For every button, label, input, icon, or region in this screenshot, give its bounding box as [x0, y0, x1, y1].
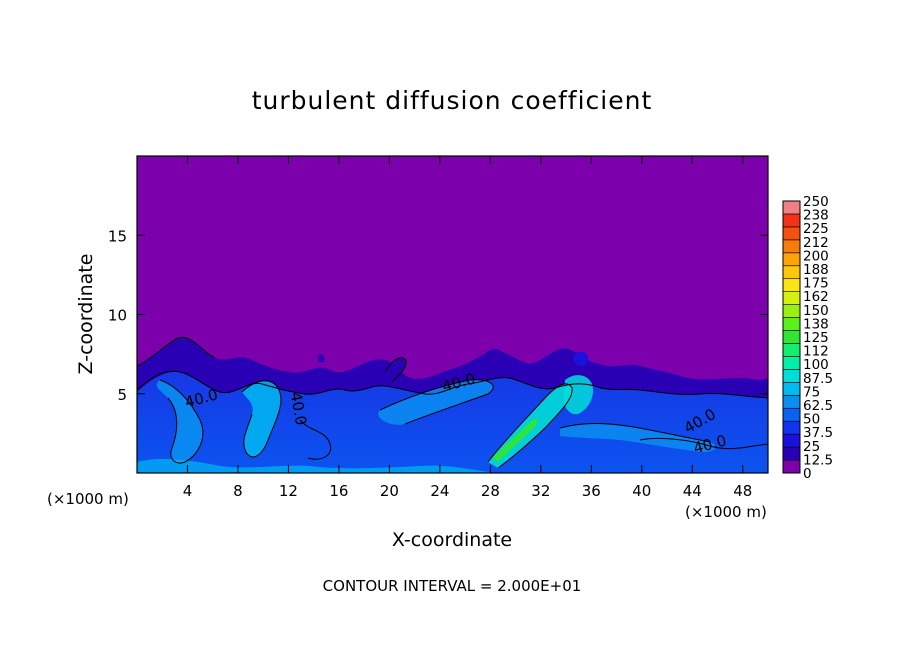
- x-tick-label: 44: [683, 482, 702, 500]
- x-ticks: 4 8 12 16 20 24 28 32 36 40 44 48: [183, 156, 752, 500]
- colorbar-label: 50: [803, 412, 820, 428]
- contour-line: [299, 419, 332, 460]
- colorbar-swatch: [782, 369, 801, 383]
- colorbar-swatch: [782, 226, 801, 241]
- colorbar-swatch: [782, 356, 801, 370]
- colorbar-swatch: [782, 304, 801, 318]
- colorbar-swatch: [782, 407, 801, 422]
- colorbar-label: 125: [803, 330, 829, 346]
- colorbar-label: 162: [803, 289, 829, 305]
- contour-line: [384, 357, 407, 383]
- colorbar-swatch: [782, 420, 801, 435]
- colorbar-label: 112: [803, 344, 829, 360]
- y-ticks: 5 10 15: [108, 227, 768, 404]
- x-tick-label: 36: [582, 482, 601, 500]
- x-axis-title: X-coordinate: [392, 529, 512, 551]
- contour-line: [137, 370, 768, 399]
- colorbar-label: 200: [803, 248, 829, 264]
- colorbar-label: 212: [803, 235, 829, 251]
- colorbar-swatch: [782, 213, 801, 228]
- y-tick-label: 5: [117, 386, 127, 404]
- colorbar-label: 12.5: [803, 452, 833, 468]
- contour-interval-note: CONTOUR INTERVAL = 2.000E+01: [322, 577, 582, 595]
- x-tick-label: 48: [733, 482, 752, 500]
- y-tick-label: 15: [108, 227, 127, 245]
- colorbar-swatch: [782, 382, 801, 396]
- contour-line: [159, 379, 204, 464]
- contour-line: [137, 336, 216, 367]
- turbulent-core: [137, 371, 768, 473]
- colorbar-label: 188: [803, 262, 829, 278]
- contour-line: [487, 383, 573, 469]
- x-unit-left: (×1000 m): [47, 490, 129, 508]
- colorbar-swatch: [782, 433, 801, 448]
- colorbar-label: 0: [803, 466, 812, 482]
- plot-area: 40.0 40.040.040.040.0: [137, 156, 768, 473]
- colorbar-swatch: [782, 252, 801, 267]
- colorbar-label: 138: [803, 316, 829, 332]
- contour-label: 40.0: [287, 391, 311, 427]
- colorbar-label: 150: [803, 303, 829, 319]
- plume-2: [486, 349, 505, 362]
- colorbar-label: 250: [803, 194, 829, 210]
- contour-line: [639, 437, 768, 450]
- colorbar-swatch: [782, 317, 801, 331]
- x-tick-label: 28: [481, 482, 500, 500]
- streak-diagonal-core: [492, 418, 538, 462]
- streak-left: [156, 380, 203, 464]
- colorbar-label: 238: [803, 208, 829, 224]
- chart-title: turbulent diffusion coefficient: [251, 86, 653, 115]
- streak-mid: [378, 379, 494, 425]
- x-tick-label: 12: [279, 482, 298, 500]
- colorbar-label: 25: [803, 439, 820, 455]
- plume-1: [385, 357, 407, 382]
- colorbar-label: 75: [803, 384, 820, 400]
- colorbar-label: 225: [803, 221, 829, 237]
- contour-line: [379, 379, 494, 425]
- colorbar-swatch: [782, 200, 801, 215]
- plume-4: [317, 354, 325, 363]
- colorbar: 012.52537.55062.57587.510011212513815016…: [782, 194, 833, 482]
- x-tick-label: 24: [430, 482, 449, 500]
- colorbar-swatch: [782, 291, 801, 305]
- colorbar-label: 87.5: [803, 371, 833, 387]
- colorbar-swatch: [782, 446, 801, 461]
- contour-line: [241, 380, 282, 458]
- bottom-band: [137, 459, 490, 473]
- colorbar-label: 175: [803, 276, 829, 292]
- y-axis-title: Z-coordinate: [75, 254, 97, 375]
- x-tick-label: 4: [183, 482, 193, 500]
- colorbar-swatch: [782, 239, 801, 254]
- colorbar-swatch: [782, 330, 801, 344]
- x-unit-right: (×1000 m): [685, 503, 767, 521]
- x-tick-label: 40: [632, 482, 651, 500]
- colorbar-frame: [782, 200, 801, 474]
- colorbar-label: 62.5: [803, 398, 833, 414]
- colorbar-swatch: [782, 265, 801, 280]
- colorbar-swatch: [782, 343, 801, 357]
- x-tick-label: 8: [233, 482, 243, 500]
- x-tick-label: 20: [380, 482, 399, 500]
- colorbar-label: 37.5: [803, 425, 833, 441]
- contour-line: [559, 423, 711, 443]
- contour-lines: [137, 336, 768, 469]
- x-tick-label: 16: [329, 482, 348, 500]
- colorbar-swatch: [782, 394, 801, 409]
- colorbar-swatch: [782, 278, 801, 292]
- colorbar-swatch: [782, 459, 801, 474]
- y-tick-label: 10: [108, 307, 127, 325]
- streak-right: [560, 423, 716, 452]
- x-tick-label: 32: [531, 482, 550, 500]
- plume-3: [573, 351, 589, 367]
- streak-loop: [242, 380, 281, 457]
- colorbar-label: 100: [803, 357, 829, 373]
